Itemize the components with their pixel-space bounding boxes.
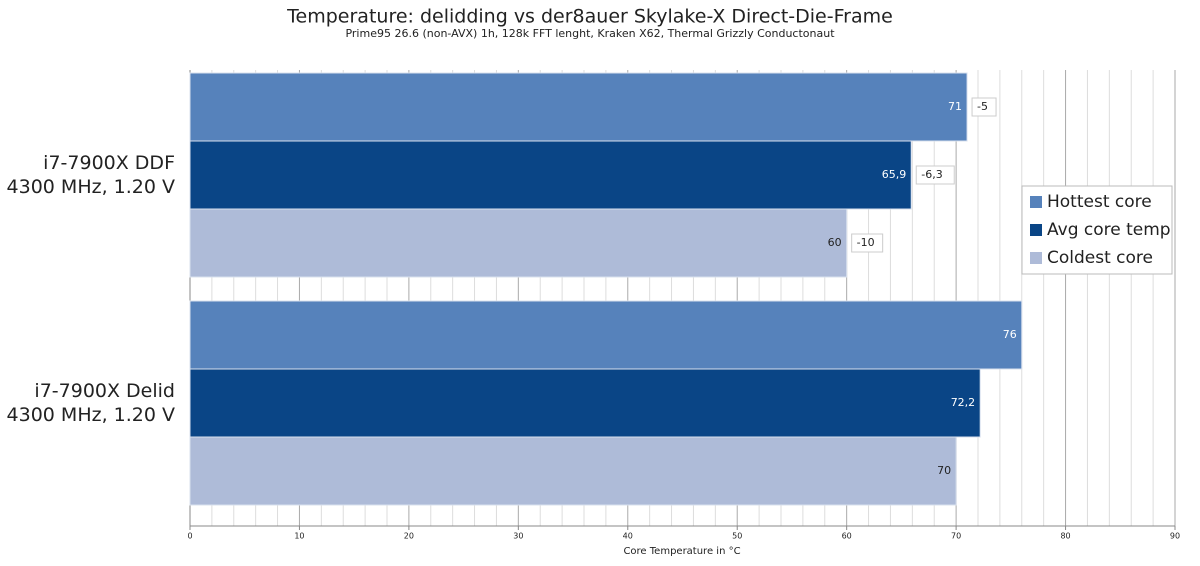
bar [189, 368, 981, 438]
delta-box [915, 165, 955, 185]
chart-title: Temperature: delidding vs der8auer Skyla… [286, 6, 893, 28]
bar [189, 208, 848, 278]
x-tick-label: 40 [623, 532, 633, 541]
data-label: 71 [948, 100, 962, 113]
x-tick-label: 30 [513, 532, 523, 541]
data-label: 60 [828, 236, 842, 249]
delta-label: -10 [857, 236, 875, 249]
bar [189, 300, 1023, 370]
x-tick-label: 60 [842, 532, 852, 541]
x-tick-label: 70 [951, 532, 961, 541]
bar [189, 72, 968, 142]
data-label: 76 [1003, 328, 1017, 341]
chart-subtitle: Prime95 26.6 (non-AVX) 1h, 128k FFT leng… [345, 27, 835, 40]
y-tick-label: i7-7900X DDF 4300 MHz, 1.20 V [6, 152, 175, 198]
x-tick-label: 90 [1170, 532, 1180, 541]
y-tick-label: i7-7900X Delid 4300 MHz, 1.20 V [6, 380, 175, 426]
x-tick-label: 10 [294, 532, 304, 541]
x-tick-label: 80 [1060, 532, 1070, 541]
delta-box [851, 233, 884, 253]
bar [189, 436, 957, 506]
x-tick-label: 50 [732, 532, 742, 541]
data-label: 72,2 [951, 396, 976, 409]
x-tick-label: 0 [187, 532, 192, 541]
legend-swatch [1030, 196, 1042, 208]
legend-label: Avg core temp [1047, 220, 1171, 240]
bar [189, 140, 912, 210]
data-label: 65,9 [882, 168, 907, 181]
x-tick-label: 20 [404, 532, 414, 541]
delta-label: -5 [977, 100, 988, 113]
legend-swatch [1030, 224, 1042, 236]
legend-label: Hottest core [1047, 192, 1152, 212]
legend-swatch [1030, 252, 1042, 264]
legend-label: Coldest core [1047, 248, 1153, 268]
legend-box [1021, 185, 1173, 275]
delta-box [971, 97, 997, 117]
x-axis-label: Core Temperature in °C [623, 546, 740, 557]
data-label: 70 [937, 464, 951, 477]
delta-label: -6,3 [921, 168, 942, 181]
